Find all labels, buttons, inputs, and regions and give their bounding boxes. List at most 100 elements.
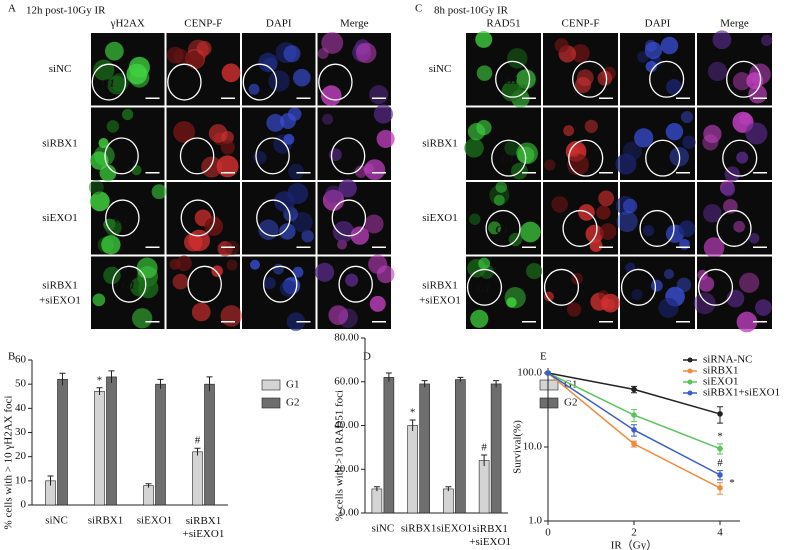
nucleus bbox=[216, 155, 239, 178]
bar bbox=[371, 488, 383, 514]
point bbox=[717, 485, 723, 491]
error-bar bbox=[409, 419, 416, 431]
nucleus bbox=[320, 85, 342, 106]
y-tick-label: 0.00 bbox=[340, 507, 360, 519]
legend-swatch bbox=[261, 397, 281, 409]
nucleus bbox=[279, 223, 296, 240]
nucleus bbox=[504, 287, 526, 309]
nucleus bbox=[748, 232, 760, 244]
error-bar bbox=[385, 372, 392, 382]
nucleus bbox=[682, 135, 696, 149]
error-bar bbox=[47, 475, 54, 486]
scale-bar bbox=[145, 97, 160, 99]
row-label: siRBX1 +siEXO1 bbox=[39, 279, 81, 306]
nucleus bbox=[90, 191, 110, 212]
nucleus bbox=[99, 164, 117, 182]
nucleus bbox=[678, 220, 696, 237]
y-tick-label: 10.0 bbox=[523, 441, 543, 453]
column-header: RAD51 bbox=[486, 18, 520, 30]
row-label: siNC bbox=[429, 63, 452, 75]
nucleus bbox=[702, 134, 719, 151]
legend-marker bbox=[687, 368, 693, 374]
nucleus bbox=[470, 309, 489, 328]
nucleus bbox=[488, 221, 501, 235]
cell-outline bbox=[104, 137, 139, 175]
scale-bar bbox=[753, 97, 767, 99]
nucleus bbox=[332, 220, 355, 243]
significance-mark: # bbox=[195, 435, 201, 447]
nucleus bbox=[376, 129, 395, 148]
nucleus bbox=[279, 280, 297, 297]
error-bar bbox=[194, 447, 201, 456]
nucleus bbox=[287, 107, 302, 121]
nucleus bbox=[338, 179, 357, 198]
significance-mark: # bbox=[481, 442, 487, 454]
nucleus bbox=[554, 38, 569, 53]
scale-bar bbox=[522, 97, 536, 99]
scale-bar bbox=[372, 321, 386, 323]
nucleus bbox=[249, 259, 260, 270]
legend-label: siRBX1 bbox=[703, 365, 738, 377]
error-bar bbox=[96, 387, 103, 396]
x-tick-label: siEXO1 bbox=[437, 523, 472, 535]
significance-mark: * bbox=[97, 374, 103, 386]
panel-title: 8h post-10Gy IR bbox=[434, 5, 509, 17]
y-tick-label: 60 bbox=[15, 354, 27, 366]
point bbox=[545, 370, 551, 376]
nucleus bbox=[132, 308, 153, 329]
nucleus bbox=[176, 255, 192, 272]
nucleus bbox=[736, 151, 749, 164]
x-tick-label: siRBX1 bbox=[401, 523, 436, 535]
nucleus bbox=[589, 239, 603, 252]
cell-outline bbox=[716, 209, 752, 247]
g1-label: G1 bbox=[501, 154, 514, 166]
y-tick-label: 20 bbox=[15, 450, 27, 462]
significance-mark: * bbox=[410, 407, 416, 419]
nucleus bbox=[599, 223, 617, 240]
cell-outline bbox=[649, 60, 685, 98]
panel-title: 12h post-10Gy IR bbox=[26, 5, 106, 17]
scale-bar bbox=[676, 321, 690, 323]
nucleus bbox=[504, 140, 520, 156]
cell-outline bbox=[645, 139, 681, 177]
panel-label: C bbox=[415, 3, 422, 15]
nucleus bbox=[519, 221, 541, 243]
nucleus bbox=[328, 305, 349, 325]
column-header: Merge bbox=[340, 18, 369, 30]
nucleus bbox=[172, 273, 189, 290]
legend-swatch bbox=[539, 379, 559, 391]
legend-label: G2 bbox=[286, 397, 299, 409]
column-header: CENP-F bbox=[562, 18, 600, 30]
cell-outline bbox=[187, 265, 222, 303]
scale-bar bbox=[753, 321, 767, 323]
nucleus bbox=[475, 30, 493, 48]
cell-outline bbox=[722, 139, 758, 177]
cell-outline bbox=[491, 139, 527, 177]
panel-label: A bbox=[8, 3, 16, 15]
nucleus bbox=[703, 204, 722, 223]
y-axis-title: Survival(%) bbox=[512, 420, 524, 474]
nucleus bbox=[258, 52, 278, 73]
bar bbox=[204, 383, 215, 506]
bar bbox=[155, 383, 166, 506]
y-tick-label: 20.00 bbox=[334, 463, 359, 475]
cell-outline bbox=[105, 199, 140, 237]
nucleus bbox=[345, 273, 359, 287]
x-tick-label: siNC bbox=[45, 515, 68, 527]
nucleus bbox=[266, 113, 285, 132]
nucleus bbox=[166, 46, 184, 64]
cell-outline bbox=[167, 63, 202, 101]
column-header: DAPI bbox=[645, 18, 671, 30]
nucleus bbox=[665, 122, 684, 141]
scale-bar bbox=[372, 246, 386, 248]
nucleus bbox=[585, 224, 604, 243]
nucleus bbox=[596, 205, 611, 220]
nucleus bbox=[173, 121, 196, 143]
scale-bar bbox=[522, 172, 536, 174]
scale-bar bbox=[753, 172, 767, 174]
nucleus bbox=[220, 305, 242, 327]
legend-label: siRNA-NC bbox=[703, 354, 753, 366]
nucleus bbox=[693, 292, 716, 315]
column-header: DAPI bbox=[266, 18, 292, 30]
